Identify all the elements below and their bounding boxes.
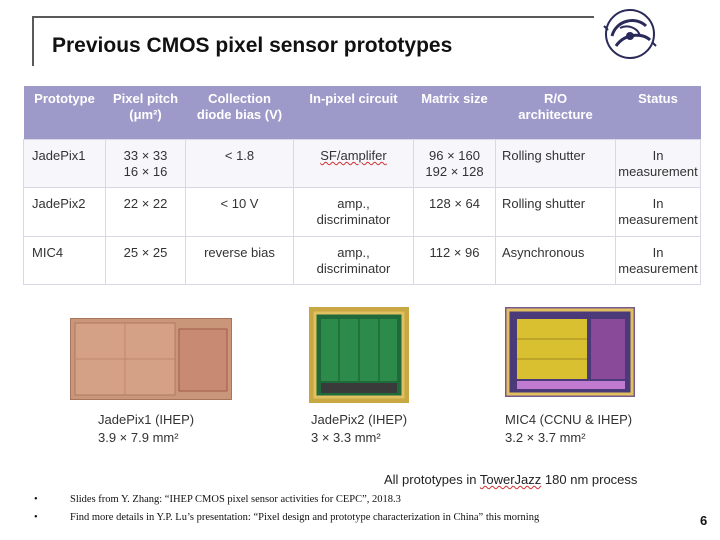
cell-status: In measurement (615, 138, 701, 189)
chip-name: JadePix2 (IHEP) (311, 412, 408, 427)
header-prototype: Prototype (23, 86, 106, 140)
jadepix1-caption: JadePix1 (IHEP) 3.9 × 7.9 mm² (98, 411, 194, 447)
cell-bias: < 10 V (185, 187, 294, 237)
cell-pitch: 33 × 33 16 × 16 (105, 138, 186, 189)
footnote-item: • Slides from Y. Zhang: “IHEP CMOS pixel … (34, 494, 401, 505)
cell-prototype: MIC4 (23, 235, 106, 286)
cell-readout: Rolling shutter (495, 187, 616, 237)
cell-readout: Rolling shutter (495, 138, 616, 189)
header-status: Status (615, 86, 701, 140)
header-in-pixel-circuit: In-pixel circuit (293, 86, 414, 140)
foundry-name: TowerJazz (479, 472, 542, 487)
footnote-item: • Find more details in Y.P. Lu’s presenta… (34, 512, 540, 523)
header-ro-architecture: R/O architecture (495, 86, 616, 140)
title-frame (32, 16, 594, 66)
header-pixel-pitch: Pixel pitch (μm²) (105, 86, 186, 140)
cell-circuit: SF/amplifer (293, 138, 414, 189)
prototype-table: Prototype Pixel pitch (μm²) Collection dio… (23, 86, 701, 286)
cell-status: In measurement (615, 235, 701, 286)
cell-matrix: 96 × 160 192 × 128 (413, 138, 496, 189)
cell-circuit: amp., discriminator (293, 235, 414, 286)
jadepix1-chip-image (70, 318, 232, 400)
footnotes: • Slides from Y. Zhang: “IHEP CMOS pixel … (34, 491, 539, 527)
cell-bias: reverse bias (185, 235, 294, 286)
chip-size: 3.9 × 7.9 mm² (98, 430, 179, 445)
chip-name: MIC4 (CCNU & IHEP) (505, 412, 633, 427)
cell-circuit: amp., discriminator (293, 187, 414, 237)
page-number: 6 (700, 513, 708, 528)
table-row: JadePix2 22 × 22 < 10 V amp., discriminat… (23, 187, 701, 237)
table-header-row: Prototype Pixel pitch (μm²) Collection dio… (23, 86, 701, 140)
cell-matrix: 112 × 96 (413, 235, 496, 286)
cell-matrix: 128 × 64 (413, 187, 496, 237)
cell-bias: < 1.8 (185, 138, 294, 189)
jadepix2-caption: JadePix2 (IHEP) 3 × 3.3 mm² (311, 411, 407, 447)
cell-pitch: 25 × 25 (105, 235, 186, 286)
cell-status: In measurement (615, 187, 701, 237)
cell-prototype: JadePix2 (23, 187, 106, 237)
jadepix2-chip-image (309, 307, 409, 403)
table-row: MIC4 25 × 25 reverse bias amp., discrimin… (23, 235, 701, 286)
institute-logo-icon (603, 9, 657, 59)
chip-size: 3.2 × 3.7 mm² (505, 430, 586, 445)
mic4-chip-image (505, 307, 635, 397)
cell-readout: Asynchronous (495, 235, 616, 286)
header-matrix-size: Matrix size (413, 86, 496, 140)
chip-size: 3 × 3.3 mm² (311, 430, 381, 445)
cell-pitch: 22 × 22 (105, 187, 186, 237)
mic4-caption: MIC4 (CCNU & IHEP) 3.2 × 3.7 mm² (505, 411, 632, 447)
chip-name: JadePix1 (IHEP) (98, 412, 195, 427)
cell-prototype: JadePix1 (23, 138, 106, 189)
process-note: All prototypes in TowerJazz 180 nm proce… (384, 472, 638, 487)
header-collection-bias: Collection diode bias (V) (185, 86, 294, 140)
page-title: Previous CMOS pixel sensor prototypes (52, 34, 453, 57)
table-row: JadePix1 33 × 33 16 × 16 < 1.8 SF/amplife… (23, 138, 701, 189)
